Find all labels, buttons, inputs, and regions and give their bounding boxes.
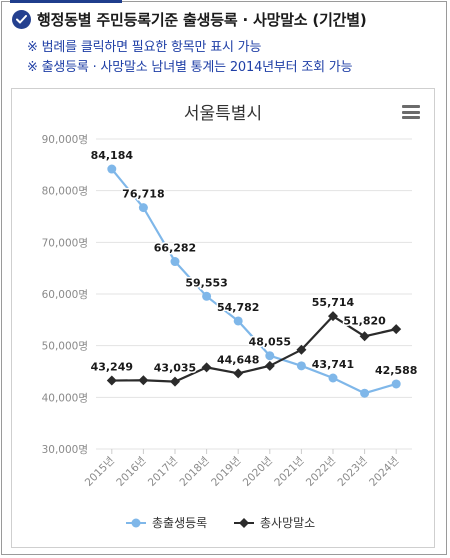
y-tick-label: 70,000명 bbox=[42, 237, 88, 249]
data-point-births[interactable] bbox=[202, 291, 212, 301]
data-label: 76,718 bbox=[122, 188, 164, 201]
x-tick-label: 2020년 bbox=[241, 455, 275, 489]
x-tick-label: 2022년 bbox=[304, 455, 338, 489]
legend-item-deaths[interactable]: 총사망말소 bbox=[260, 516, 315, 530]
legend-marker-deaths[interactable] bbox=[239, 518, 249, 528]
data-label-halo: 59,553 bbox=[185, 276, 227, 289]
data-point-births[interactable] bbox=[233, 316, 243, 326]
y-tick-label: 80,000명 bbox=[42, 186, 88, 198]
data-point-deaths[interactable] bbox=[328, 311, 338, 322]
x-tick-label: 2015년 bbox=[83, 455, 117, 489]
x-tick-label: 2024년 bbox=[367, 455, 401, 489]
data-point-births[interactable] bbox=[170, 257, 180, 267]
data-label-halo: 43,035 bbox=[154, 362, 196, 375]
x-tick-label: 2021년 bbox=[272, 455, 306, 489]
y-tick-label: 60,000명 bbox=[42, 289, 88, 301]
note-gender-stats: ※ 출생등록 · 사망말소 남녀별 통계는 2014년부터 조회 가능 bbox=[27, 60, 353, 75]
y-tick-label: 40,000명 bbox=[42, 392, 88, 404]
data-point-deaths[interactable] bbox=[106, 375, 117, 386]
data-label: 43,035 bbox=[154, 362, 196, 375]
y-tick-label: 50,000명 bbox=[42, 341, 88, 353]
data-label-halo: 51,820 bbox=[343, 314, 386, 327]
x-tick-label: 2019년 bbox=[209, 455, 243, 489]
data-label: 66,282 bbox=[154, 242, 196, 255]
x-tick-label: 2017년 bbox=[146, 455, 180, 489]
data-label: 51,820 bbox=[343, 314, 386, 327]
data-point-deaths[interactable] bbox=[264, 360, 275, 371]
data-label-halo: 55,714 bbox=[312, 296, 355, 309]
data-label-halo: 44,648 bbox=[217, 353, 259, 366]
chart-title: 서울특별시 bbox=[184, 104, 262, 124]
legend-item-births[interactable]: 총출생등록 bbox=[152, 516, 207, 530]
y-tick-label: 30,000명 bbox=[42, 444, 88, 456]
section-header: 행정동별 주민등록기준 출생등록 · 사망말소 (기간별) bbox=[12, 6, 367, 32]
data-label-halo: 43,741 bbox=[312, 358, 354, 371]
data-point-deaths[interactable] bbox=[170, 376, 180, 387]
data-label: 48,055 bbox=[249, 336, 291, 349]
data-point-deaths[interactable] bbox=[233, 368, 244, 379]
check-circle-icon bbox=[12, 9, 31, 29]
x-tick-label: 2016년 bbox=[114, 455, 148, 489]
series-line-births[interactable] bbox=[110, 168, 397, 395]
y-tick-label: 90,000명 bbox=[42, 134, 88, 146]
data-point-deaths[interactable] bbox=[138, 375, 149, 386]
data-point-births[interactable] bbox=[391, 379, 401, 389]
data-point-births[interactable] bbox=[296, 361, 306, 371]
notes: ※ 범례를 클릭하면 필요한 항목만 표시 가능 ※ 출생등록 · 사망말소 남… bbox=[27, 38, 353, 78]
data-label: 42,588 bbox=[375, 364, 417, 377]
x-tick-label: 2023년 bbox=[336, 455, 370, 489]
data-label: 84,184 bbox=[91, 149, 134, 162]
page-title: 행정동별 주민등록기준 출생등록 · 사망말소 (기간별) bbox=[37, 10, 367, 29]
data-point-births[interactable] bbox=[360, 388, 370, 398]
data-label-halo: 54,782 bbox=[217, 301, 259, 314]
data-label: 54,782 bbox=[217, 301, 259, 314]
hamburger-menu-icon[interactable] bbox=[402, 105, 420, 119]
data-point-deaths[interactable] bbox=[391, 324, 402, 335]
data-label-halo: 76,718 bbox=[122, 188, 164, 201]
data-label: 43,249 bbox=[91, 361, 133, 374]
data-point-births[interactable] bbox=[107, 164, 117, 174]
data-label-halo: 43,249 bbox=[91, 361, 133, 374]
line-chart: 서울특별시 30,000명 40,000명 50,000명 60,000명 70,000명… bbox=[42, 104, 419, 530]
data-label: 44,648 bbox=[217, 353, 259, 366]
data-label-halo: 84,184 bbox=[91, 149, 134, 162]
data-point-deaths[interactable] bbox=[201, 362, 212, 373]
note-legend-click: ※ 범례를 클릭하면 필요한 항목만 표시 가능 bbox=[27, 40, 262, 55]
data-label: 55,714 bbox=[312, 296, 355, 309]
data-point-births[interactable] bbox=[328, 373, 338, 383]
chart-container: 서울특별시 30,000명 40,000명 50,000명 60,000명 70,000명… bbox=[11, 88, 435, 548]
data-label-halo: 42,588 bbox=[375, 364, 417, 377]
data-point-deaths[interactable] bbox=[359, 331, 370, 342]
data-point-births[interactable] bbox=[265, 351, 275, 361]
x-tick-label: 2018년 bbox=[178, 455, 212, 489]
top-accent-bar bbox=[10, 0, 122, 3]
data-point-births[interactable] bbox=[138, 203, 148, 213]
data-label-halo: 66,282 bbox=[154, 242, 196, 255]
data-label: 43,741 bbox=[312, 358, 354, 371]
data-label-halo: 48,055 bbox=[249, 336, 291, 349]
data-point-deaths[interactable] bbox=[296, 344, 307, 355]
legend-marker-births[interactable] bbox=[131, 518, 141, 528]
data-label: 59,553 bbox=[185, 276, 227, 289]
series-line-deaths[interactable] bbox=[111, 315, 397, 383]
